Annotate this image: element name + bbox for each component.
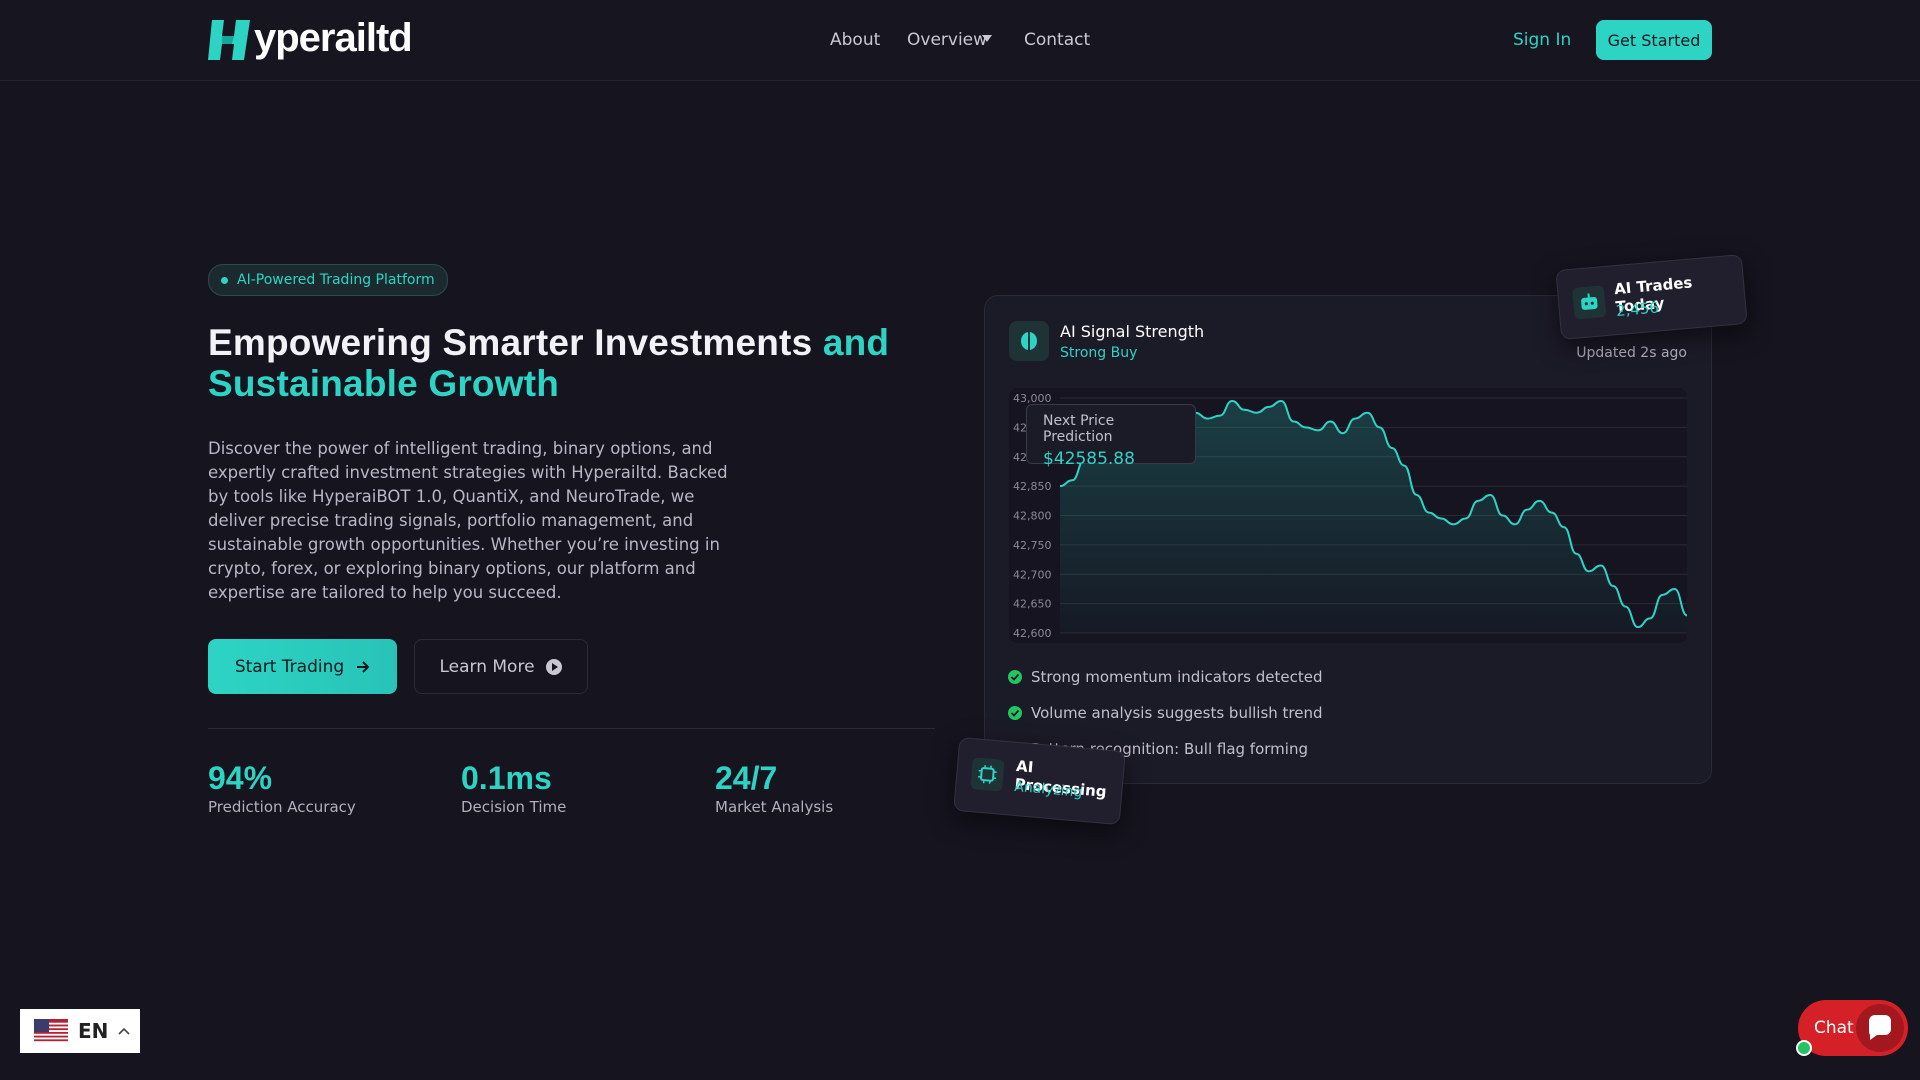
check-icon: [1008, 670, 1022, 684]
button-label: Start Trading: [234, 656, 345, 677]
price-chart: 43,00042,95042,90042,85042,80042,75042,7…: [1009, 388, 1687, 643]
chat-button[interactable]: Chat: [1796, 1000, 1908, 1056]
signal-status: Strong Buy: [1060, 345, 1138, 361]
insight: Volume analysis suggests bullish trend: [1031, 704, 1323, 722]
y-tick-label: 42,750: [1013, 539, 1052, 552]
get-started-button[interactable]: Get Started: [1596, 20, 1712, 60]
headline: Empowering Smarter Investments and Sustai…: [208, 322, 889, 404]
logo-mark: [208, 20, 250, 60]
nav-link[interactable]: Overview: [907, 30, 988, 50]
updated-time: Updated 2s ago: [1576, 345, 1687, 361]
stat-value: 24/7: [715, 760, 778, 796]
headline-main: Empowering Smarter Investments: [208, 322, 813, 363]
nav-link[interactable]: Contact: [1024, 30, 1091, 50]
headline-accent: and: [822, 322, 890, 363]
y-tick-label: 43,000: [1013, 392, 1052, 405]
badge: AI-Powered Trading Platform: [208, 264, 448, 296]
trades-card: AI Trades Today 2,456: [1555, 253, 1748, 341]
language-selector[interactable]: EN: [20, 1009, 140, 1053]
trades-value: 2,456: [1615, 298, 1660, 321]
dropdown-caret: [982, 35, 992, 42]
y-tick-label: 42,650: [1013, 598, 1052, 611]
area-fill: [1060, 400, 1687, 633]
robot-icon: [1572, 285, 1607, 320]
button-label: Learn More: [439, 656, 535, 677]
us-flag: [34, 1019, 68, 1043]
y-tick-label: 42,600: [1013, 627, 1052, 640]
stat-label: Prediction Accuracy: [208, 798, 356, 816]
y-tick-label: 42,850: [1013, 480, 1052, 493]
y-tick-label: 42,700: [1013, 568, 1052, 581]
check-icon: [1008, 706, 1022, 720]
chevron-up: [118, 1027, 130, 1035]
brain-icon: [1009, 321, 1049, 361]
arrow-icon: [357, 660, 370, 673]
stat-label: Decision Time: [461, 798, 567, 816]
chat-icon: [1856, 1004, 1904, 1052]
learn-more-button[interactable]: Learn More: [414, 639, 588, 694]
nav-link[interactable]: About: [830, 30, 881, 50]
tooltip-label: Next Price Prediction: [1043, 413, 1115, 445]
stat-value: 0.1ms: [461, 760, 552, 796]
insight: Strong momentum indicators detected: [1031, 668, 1323, 686]
stat-label: Market Analysis: [715, 798, 834, 816]
language-code: EN: [78, 1019, 109, 1043]
processing-card: AI Processing Analyzing: [953, 736, 1126, 826]
card-title: AI Signal Strength: [1060, 322, 1205, 341]
y-tick-label: 42,800: [1013, 510, 1052, 523]
start-trading-button[interactable]: Start Trading: [208, 639, 397, 694]
headline-accent: Sustainable Growth: [208, 363, 560, 404]
tooltip-value: $42585.88: [1043, 449, 1135, 469]
stat-value: 94%: [208, 760, 273, 796]
online-indicator: [1796, 1040, 1812, 1056]
chip-icon: [970, 757, 1005, 792]
play-icon: [545, 658, 562, 675]
divider: [208, 728, 935, 729]
logo-text[interactable]: yperailtd: [254, 16, 413, 60]
chat-label: Chat: [1814, 1018, 1854, 1038]
description: Discover the power of intelligent tradin…: [208, 439, 728, 602]
navbar: yperailtd About Overview Contact Sign In…: [0, 0, 1920, 81]
sign-in-link[interactable]: Sign In: [1513, 30, 1572, 50]
prediction-tooltip: Next Price Prediction $42585.88: [1026, 404, 1196, 469]
